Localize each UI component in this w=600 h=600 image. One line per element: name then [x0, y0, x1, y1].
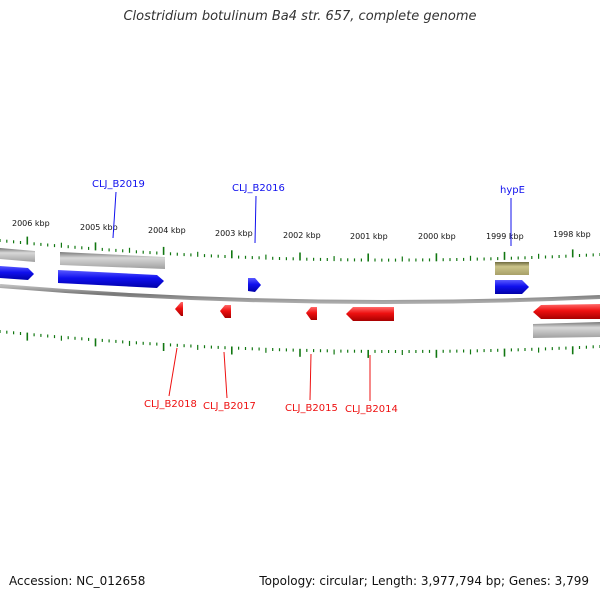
gray-feature-left-top[interactable]	[0, 248, 35, 262]
scale-label: 2001 kbp	[350, 232, 388, 241]
forward-gene-clj-b2019[interactable]	[58, 270, 164, 288]
scale-label: 2003 kbp	[215, 229, 253, 238]
leader-line-clj-b2018	[168, 347, 178, 397]
scale-labels: 2006 kbp 2005 kbp 2004 kbp 2003 kbp 2002…	[12, 219, 591, 241]
gene-label-clj-b2019[interactable]: CLJ_B2019	[92, 179, 145, 190]
gene-label-clj-b2016[interactable]: CLJ_B2016	[232, 183, 285, 194]
gray-feature-2005-kbp[interactable]	[60, 252, 165, 269]
gray-feature-right-bottom[interactable]	[533, 322, 600, 338]
scale-label: 1999 kbp	[486, 232, 524, 241]
scale-label: 2006 kbp	[12, 219, 50, 228]
scale-label: 2005 kbp	[80, 223, 118, 232]
gene-label-clj-b2015[interactable]: CLJ_B2015	[285, 403, 338, 414]
reverse-gene-right-edge[interactable]	[533, 304, 600, 319]
map-title: Clostridium botulinum Ba4 str. 657, comp…	[123, 9, 477, 24]
leader-line-clj-b2017	[223, 351, 228, 399]
genome-summary: Topology: circular; Length: 3,977,794 bp…	[259, 574, 589, 588]
leader-line-clj-b2015	[309, 353, 312, 401]
reverse-gene-clj-b2014[interactable]	[346, 307, 394, 321]
forward-gene-hype[interactable]	[495, 280, 529, 294]
gene-label-clj-b2018[interactable]: CLJ_B2018	[144, 399, 197, 410]
forward-gene-left-edge[interactable]	[0, 266, 34, 280]
gene-label-hype[interactable]: hypE	[500, 185, 525, 196]
reverse-gene-clj-b2017[interactable]	[220, 305, 231, 318]
scale-label: 2000 kbp	[418, 232, 456, 241]
outer-scale-ticks	[0, 236, 600, 262]
leader-line-clj-b2016	[254, 195, 257, 244]
hype-rna-feature[interactable]	[495, 262, 529, 275]
inner-scale-ticks	[0, 330, 600, 358]
gene-label-clj-b2017[interactable]: CLJ_B2017	[203, 401, 256, 412]
forward-gene-clj-b2016[interactable]	[248, 278, 261, 292]
leader-line-clj-b2019	[112, 191, 117, 239]
reverse-gene-clj-b2015[interactable]	[306, 307, 317, 320]
genome-backbone	[0, 284, 600, 305]
scale-label: 2004 kbp	[148, 226, 186, 235]
reverse-gene-clj-b2018[interactable]	[175, 302, 183, 316]
accession-label: Accession: NC_012658	[9, 574, 146, 588]
scale-label: 1998 kbp	[553, 230, 591, 239]
gene-label-clj-b2014[interactable]: CLJ_B2014	[345, 404, 398, 415]
scale-label: 2002 kbp	[283, 231, 321, 240]
